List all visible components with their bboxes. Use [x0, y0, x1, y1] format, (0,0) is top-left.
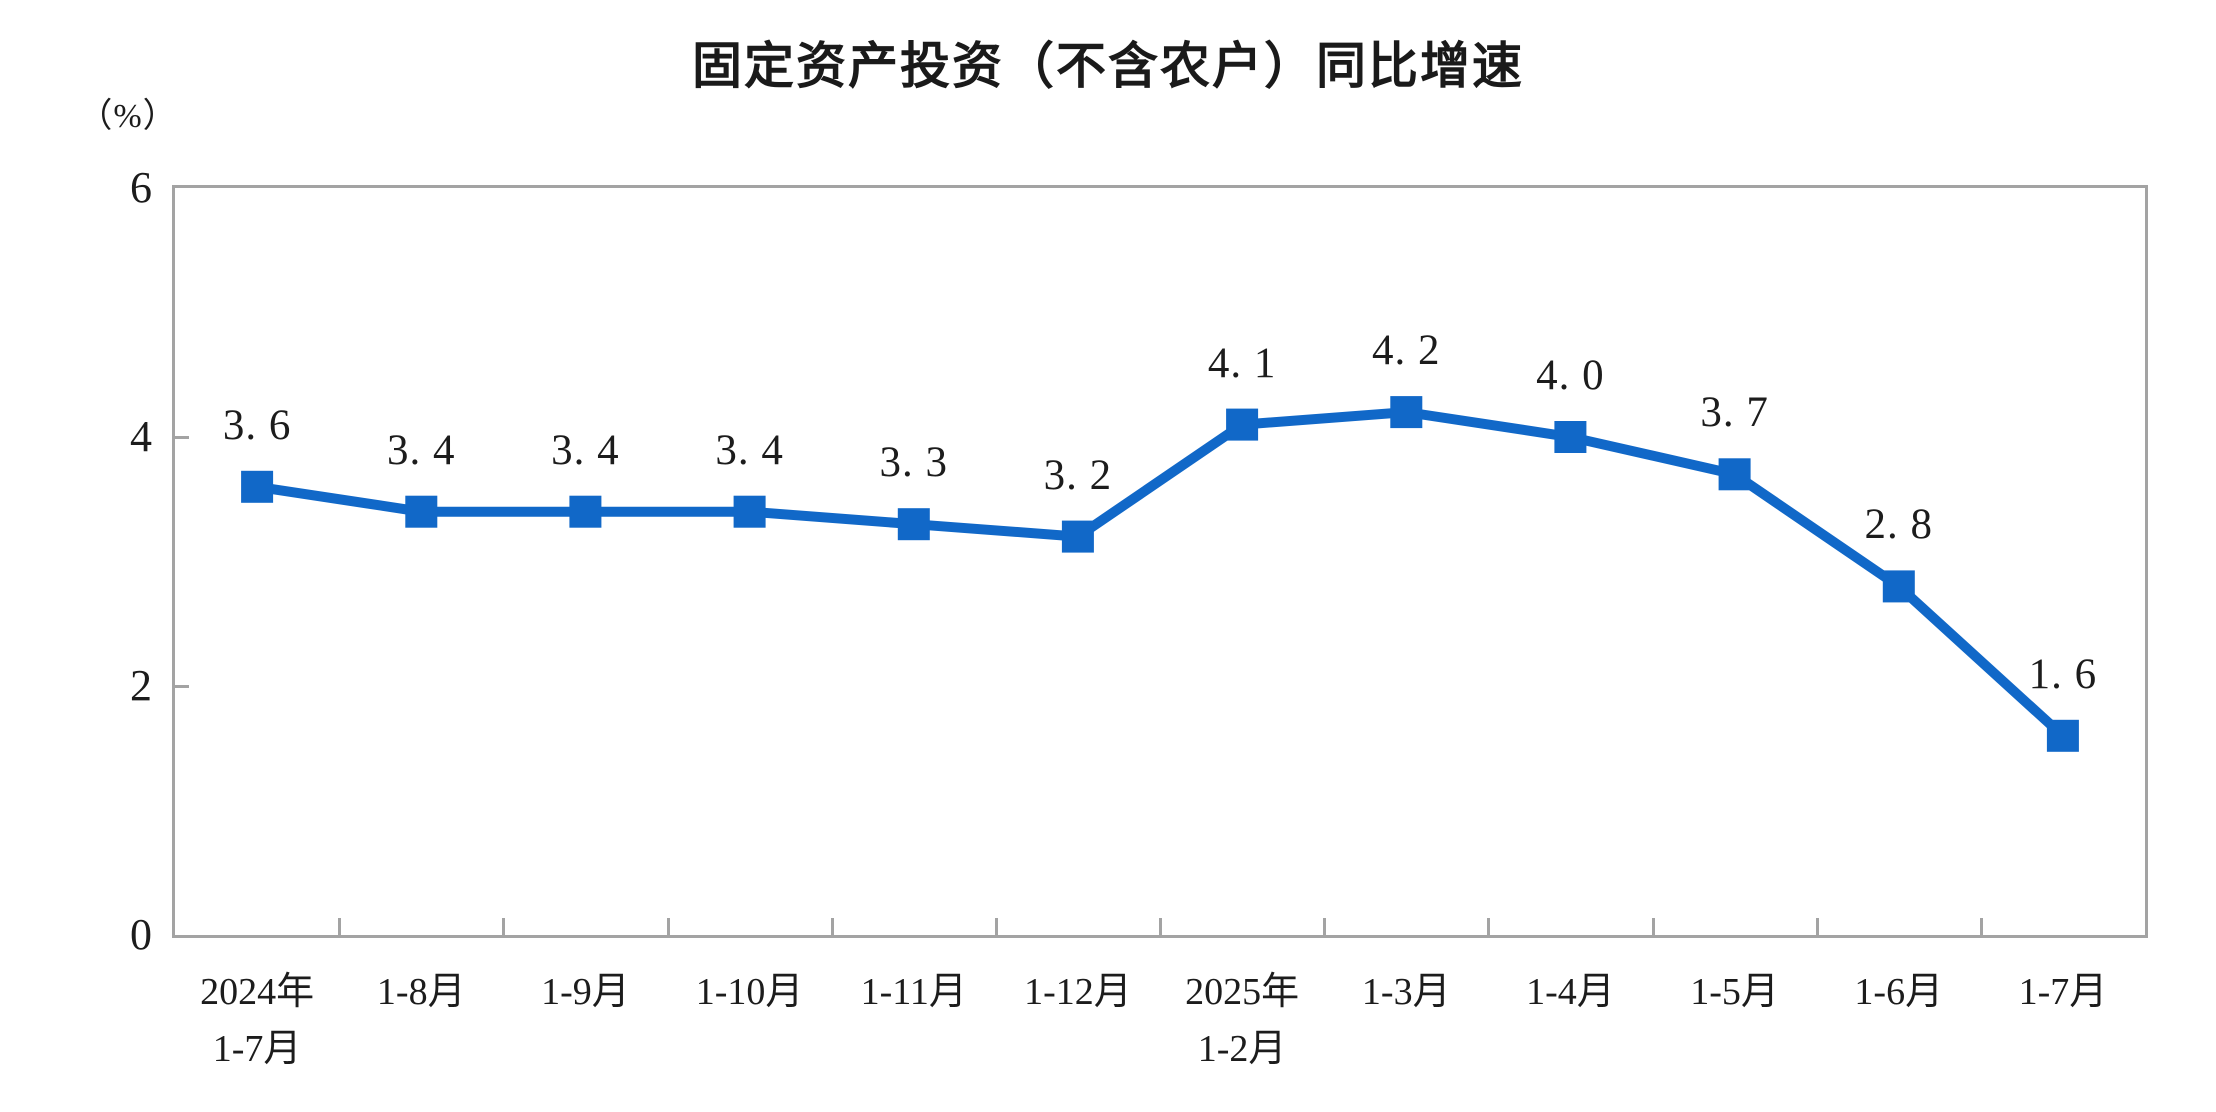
y-tick-mark [172, 685, 189, 688]
data-point-marker [2046, 719, 2079, 752]
data-point-marker [1718, 458, 1751, 491]
data-point-label: 3. 7 [1700, 389, 1769, 437]
data-point-label: 3. 4 [387, 426, 456, 474]
x-tick-label: 1-4月 [1526, 971, 1615, 1013]
data-point-marker [1554, 421, 1587, 453]
data-point-label: 2. 8 [1864, 501, 1933, 549]
data-point-marker [897, 508, 930, 541]
chart-title: 固定资产投资（不含农户）同比增速 [692, 38, 1524, 94]
y-axis-unit-label: （%） [78, 98, 178, 135]
data-point-label: 3. 4 [551, 426, 620, 474]
x-tick-label: 1-7月 [2018, 971, 2108, 1013]
data-point-marker [733, 495, 766, 528]
data-point-label: 4. 0 [1536, 352, 1605, 399]
x-tick-mark [1159, 918, 1162, 935]
data-point-marker [569, 495, 602, 528]
x-tick-label: 1-9月 [541, 971, 630, 1013]
x-tick-mark [1651, 918, 1655, 935]
data-point-label: 3. 6 [222, 401, 292, 449]
data-point-marker [1226, 408, 1259, 441]
x-tick-label: 2024年 1-7月 [200, 971, 315, 1070]
y-tick-label: 6 [130, 163, 152, 212]
data-point-label: 4. 1 [1207, 339, 1277, 387]
data-point-label: 1. 6 [2028, 650, 2098, 698]
x-tick-mark [1815, 918, 1819, 935]
data-point-marker [405, 495, 438, 528]
data-point-label: 3. 4 [715, 426, 784, 474]
x-tick-label: 1-5月 [1690, 971, 1779, 1013]
y-tick-label: 4 [130, 412, 152, 461]
x-tick-mark [666, 918, 670, 935]
line-series-svg [241, 396, 2079, 752]
y-tick-mark [172, 436, 189, 439]
x-tick-mark [830, 918, 834, 935]
x-tick-label: 1-3月 [1361, 971, 1451, 1013]
series-line [256, 407, 2067, 740]
x-tick-mark [1323, 918, 1327, 935]
x-tick-label: 2025年 1-2月 [1185, 971, 1300, 1070]
x-tick-mark [994, 918, 998, 935]
data-point-marker [1882, 570, 1915, 603]
data-point-label: 3. 3 [879, 439, 948, 487]
data-point-marker [1390, 396, 1423, 429]
x-tick-label: 1-10月 [695, 971, 804, 1013]
y-tick-label: 2 [130, 661, 152, 710]
y-tick-label: 0 [130, 910, 152, 959]
data-point-label: 4. 2 [1372, 327, 1441, 375]
x-tick-label: 1-8月 [376, 971, 466, 1013]
x-tick-mark [1979, 918, 1983, 935]
data-point-label: 3. 2 [1043, 451, 1113, 499]
x-tick-label: 1-6月 [1854, 971, 1944, 1013]
data-point-marker [1061, 520, 1094, 553]
x-tick-mark [338, 918, 342, 935]
x-tick-label: 1-12月 [1024, 971, 1132, 1013]
x-tick-label: 1-11月 [860, 971, 967, 1013]
x-tick-mark [502, 918, 506, 935]
data-point-marker [241, 470, 274, 503]
x-tick-mark [1487, 918, 1491, 935]
plot-area [172, 185, 2148, 938]
